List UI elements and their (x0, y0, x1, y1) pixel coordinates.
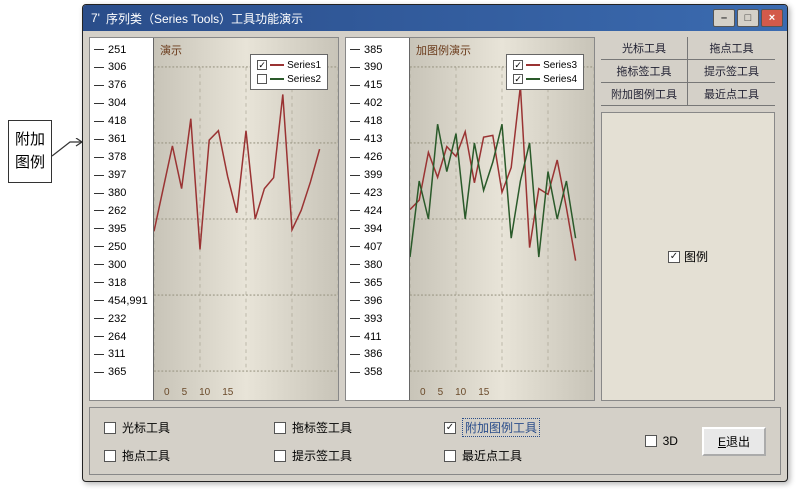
ytick-row: 415 (350, 78, 405, 93)
checkbox-icon (274, 422, 286, 434)
ytick-row: 300 (94, 257, 149, 272)
checkbox-label: 最近点工具 (462, 447, 522, 464)
tool-link[interactable]: 拖点工具 (688, 37, 775, 60)
checkbox-label: 拖标签工具 (292, 419, 352, 436)
ytick-row: 380 (350, 257, 405, 272)
ytick-row: 424 (350, 203, 405, 218)
checkbox-label: 附加图例工具 (462, 418, 540, 437)
window-title: 序列类（Series Tools）工具功能演示 (106, 10, 713, 27)
legend-item[interactable]: ✓Series1 (257, 58, 321, 72)
tool-checkbox[interactable]: 提示签工具 (274, 447, 424, 464)
tool-link[interactable]: 光标工具 (601, 37, 688, 60)
checkbox-label: 光标工具 (122, 419, 170, 436)
ytick-row: 358 (350, 365, 405, 380)
checkbox-icon (274, 450, 286, 462)
ytick-row: 394 (350, 221, 405, 236)
ytick-row: 304 (94, 96, 149, 111)
ytick-row: 385 (350, 42, 405, 57)
ytick-row: 386 (350, 347, 405, 362)
checkbox-icon: ✓ (668, 251, 680, 263)
ytick-row: 418 (350, 114, 405, 129)
checkbox-icon (104, 450, 116, 462)
ytick-row: 232 (94, 311, 149, 326)
ytick-row: 376 (94, 78, 149, 93)
tool-link[interactable]: 提示签工具 (688, 60, 775, 83)
chart2-title: 加图例演示 (416, 42, 471, 58)
ytick-row: 396 (350, 293, 405, 308)
checkbox-icon (104, 422, 116, 434)
ytick-row: 454,991 (94, 293, 149, 308)
maximize-button[interactable]: □ (737, 9, 759, 27)
chart2-legend[interactable]: ✓Series3✓Series4 (506, 54, 584, 90)
three-d-checkbox[interactable]: 3D (645, 434, 678, 448)
ytick-row: 306 (94, 60, 149, 75)
tool-checkbox[interactable]: 最近点工具 (444, 447, 594, 464)
preview-box: ✓ 图例 (601, 112, 775, 401)
checkbox-label: 提示签工具 (292, 447, 352, 464)
ytick-row: 251 (94, 42, 149, 57)
chart2-body[interactable]: 加图例演示 ✓Series3✓Series4 051015 (410, 38, 594, 400)
ytick-row: 395 (94, 221, 149, 236)
close-button[interactable]: × (761, 9, 783, 27)
ytick-row: 407 (350, 239, 405, 254)
ytick-row: 402 (350, 96, 405, 111)
chart2-yticks: 385 390 415 402 418 413 426 399 423 424 394 407 380 3… (346, 38, 410, 400)
checkbox-icon (645, 435, 657, 447)
ytick-row: 380 (94, 186, 149, 201)
chart-panel-1: 251 306 376 304 418 361 378 397 380 262 395 250 300 3… (89, 37, 339, 401)
exit-button-tail: 退出 (726, 435, 750, 449)
ytick-row: 250 (94, 239, 149, 254)
ytick-row: 390 (350, 60, 405, 75)
tool-checkbox[interactable]: ✓ 附加图例工具 (444, 418, 594, 437)
ytick-row: 264 (94, 329, 149, 344)
chart1-title: 演示 (160, 42, 182, 58)
checkbox-icon (444, 450, 456, 462)
app-window: 7' 序列类（Series Tools）工具功能演示 – □ × 251 306 3… (82, 4, 788, 482)
ytick-row: 311 (94, 347, 149, 362)
ytick-row: 423 (350, 186, 405, 201)
ytick-row: 399 (350, 168, 405, 183)
ytick-row: 365 (350, 275, 405, 290)
ytick-row: 411 (350, 329, 405, 344)
tool-checkbox-grid: 光标工具 拖标签工具 ✓ 附加图例工具拖点工具 提示签工具 最近点工具 (104, 418, 594, 464)
tool-link[interactable]: 附加图例工具 (601, 83, 688, 106)
ytick-row: 361 (94, 132, 149, 147)
tool-checkbox[interactable]: 拖点工具 (104, 447, 254, 464)
chart1-body[interactable]: 演示 ✓Series1Series2 051015 (154, 38, 338, 400)
ytick-row: 318 (94, 275, 149, 290)
tool-link[interactable]: 拖标签工具 (601, 60, 688, 83)
checkbox-icon: ✓ (444, 422, 456, 434)
exit-button[interactable]: E退出 (702, 427, 766, 456)
legend-checkbox[interactable]: ✓ 图例 (668, 248, 708, 265)
minimize-button[interactable]: – (713, 9, 735, 27)
chart1-legend[interactable]: ✓Series1Series2 (250, 54, 328, 90)
titlebar: 7' 序列类（Series Tools）工具功能演示 – □ × (83, 5, 787, 31)
three-d-label: 3D (663, 434, 678, 448)
chart1-yticks: 251 306 376 304 418 361 378 397 380 262 395 250 300 3… (90, 38, 154, 400)
checkbox-label: 拖点工具 (122, 447, 170, 464)
tool-link[interactable]: 最近点工具 (688, 83, 775, 106)
chart2-xlabels: 051015 (420, 387, 489, 398)
callout-arrow-icon (52, 138, 82, 160)
callout-label: 附加图例 (8, 120, 52, 183)
tool-checkbox[interactable]: 光标工具 (104, 418, 254, 437)
tools-links-grid: 光标工具拖点工具拖标签工具提示签工具附加图例工具最近点工具 (601, 37, 775, 106)
chart-panel-2: 385 390 415 402 418 413 426 399 423 424 394 407 380 3… (345, 37, 595, 401)
chart1-xlabels: 051015 (164, 387, 233, 398)
tool-checkbox[interactable]: 拖标签工具 (274, 418, 424, 437)
bottom-toolbar: 光标工具 拖标签工具 ✓ 附加图例工具拖点工具 提示签工具 最近点工具 3D E退出 (89, 407, 781, 475)
ytick-row: 426 (350, 150, 405, 165)
legend-item[interactable]: Series2 (257, 72, 321, 86)
legend-item[interactable]: ✓Series3 (513, 58, 577, 72)
ytick-row: 393 (350, 311, 405, 326)
ytick-row: 262 (94, 203, 149, 218)
ytick-row: 365 (94, 365, 149, 380)
ytick-row: 378 (94, 150, 149, 165)
right-tools-panel: 光标工具拖点工具拖标签工具提示签工具附加图例工具最近点工具 ✓ 图例 (601, 37, 775, 401)
ytick-row: 397 (94, 168, 149, 183)
ytick-row: 418 (94, 114, 149, 129)
legend-item[interactable]: ✓Series4 (513, 72, 577, 86)
legend-checkbox-label: 图例 (684, 248, 708, 265)
ytick-row: 413 (350, 132, 405, 147)
